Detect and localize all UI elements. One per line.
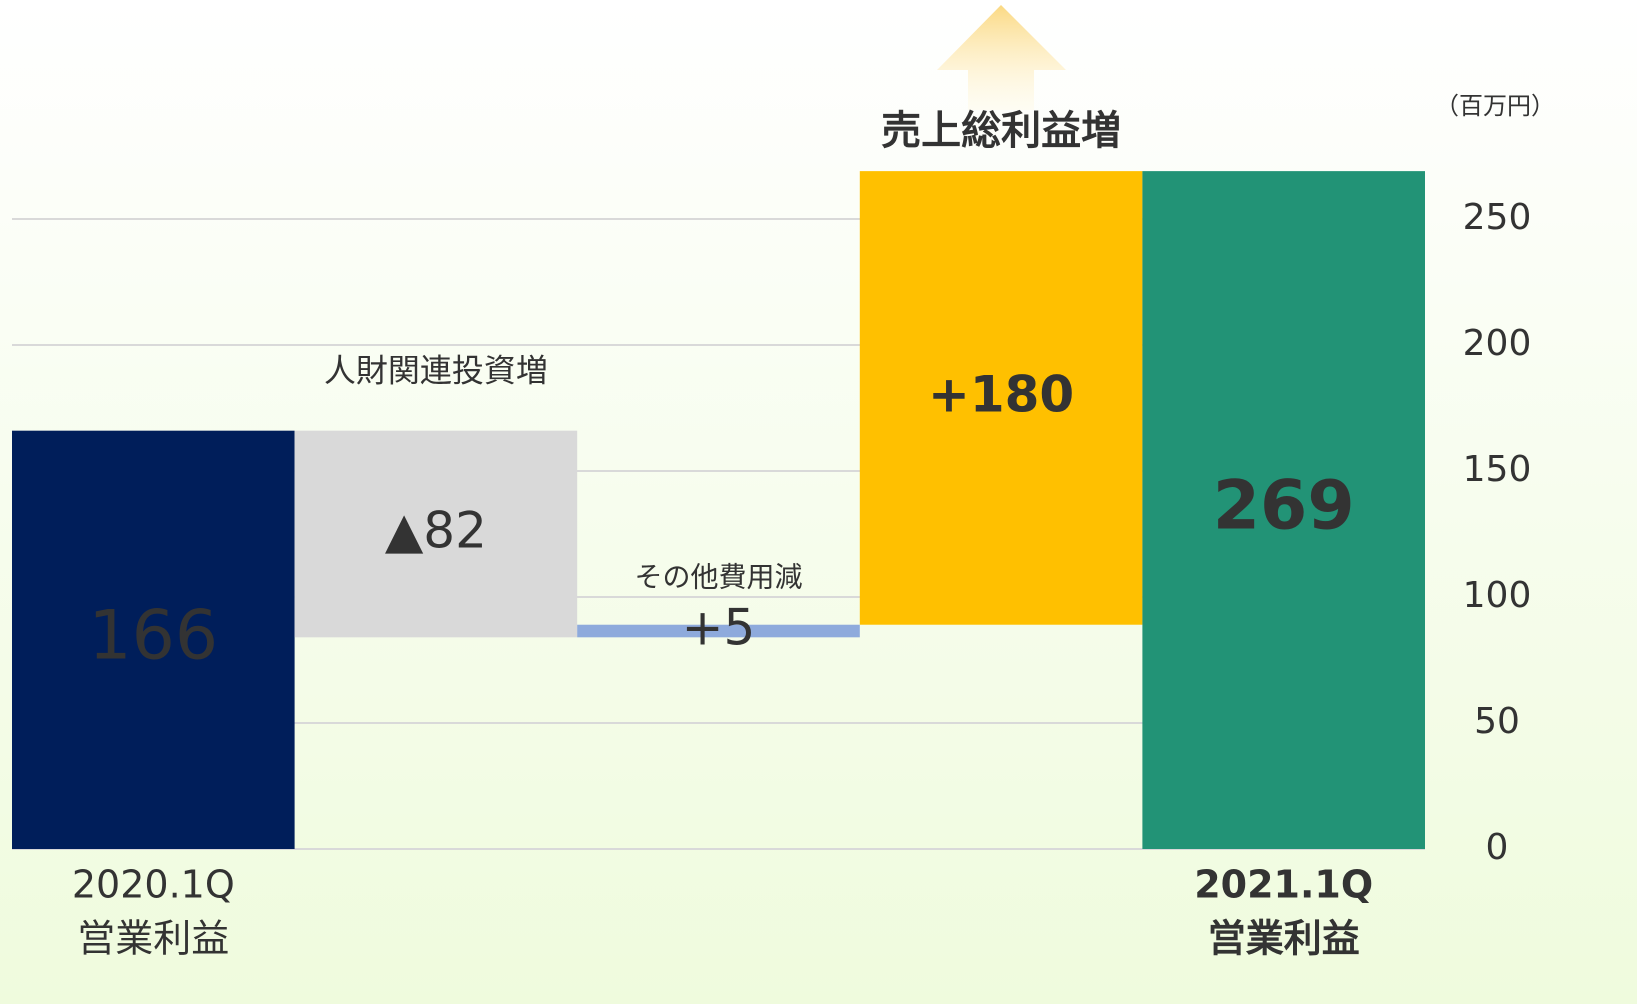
bar	[294, 430, 578, 638]
bar	[12, 430, 295, 849]
value-label: 269	[1213, 467, 1355, 546]
category-label: 2021.1Q	[1194, 863, 1373, 907]
category-label: 営業利益	[77, 917, 229, 961]
y-tick-label: 150	[1463, 449, 1532, 490]
value-label: ▲82	[385, 502, 487, 560]
value-label: 166	[88, 596, 218, 675]
y-tick-label: 0	[1486, 827, 1509, 868]
bar	[859, 171, 1143, 625]
value-label: +180	[928, 365, 1074, 423]
bar	[1142, 171, 1425, 849]
category-label: 売上総利益増	[881, 108, 1121, 154]
category-label: その他費用減	[634, 561, 802, 594]
y-tick-label: 250	[1463, 197, 1532, 238]
bar	[577, 624, 860, 638]
value-label: +5	[682, 599, 756, 657]
y-tick-label: 200	[1463, 323, 1532, 364]
category-label: 営業利益	[1208, 917, 1360, 961]
unit-label: （百万円）	[1435, 92, 1555, 120]
category-label: 2020.1Q	[72, 863, 235, 907]
category-label: 人財関連投資増	[324, 352, 548, 390]
arrow-icon	[937, 5, 1066, 110]
y-tick-label: 100	[1463, 575, 1532, 616]
y-tick-label: 50	[1474, 701, 1520, 742]
